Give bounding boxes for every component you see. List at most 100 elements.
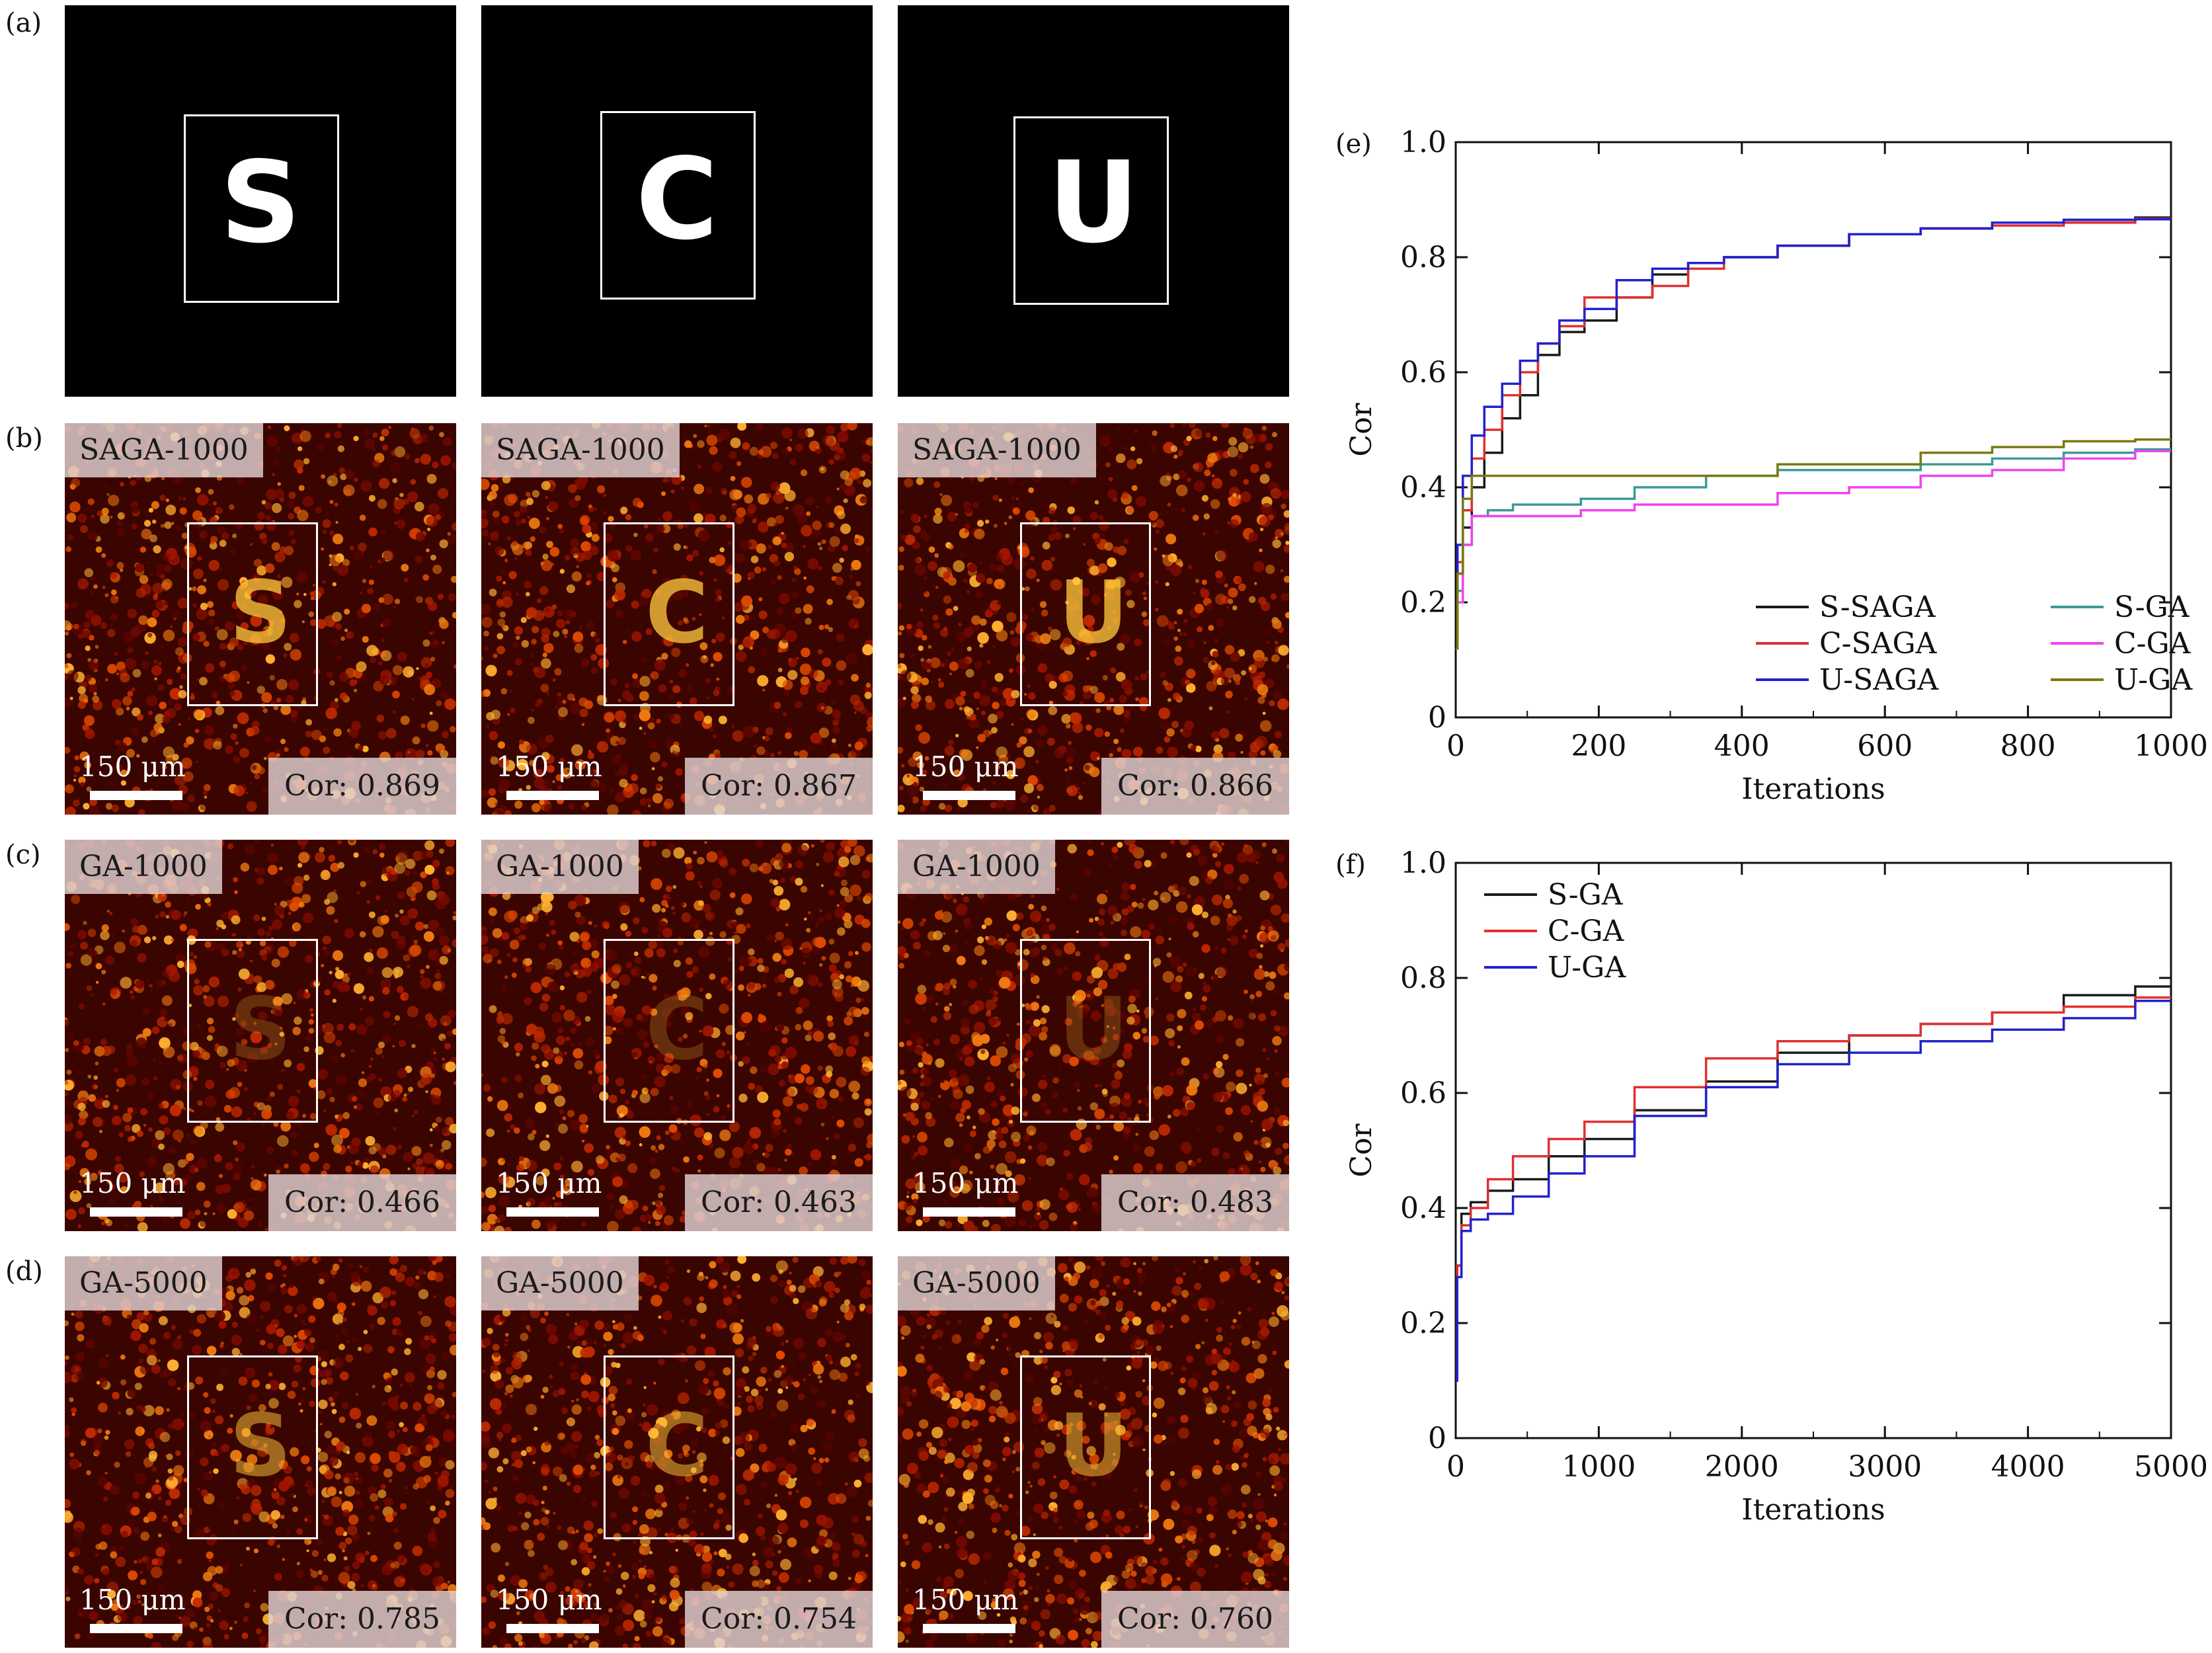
y-tick-label: 0.8 xyxy=(1400,961,1446,995)
panel-label-d: (d) xyxy=(5,1256,43,1287)
legend-label: U-SAGA xyxy=(1819,663,1939,697)
x-tick-label: 200 xyxy=(1571,729,1626,763)
correlation-value: Cor: 0.866 xyxy=(1101,758,1289,815)
series-line-u-saga xyxy=(1456,218,2171,650)
experimental-image: C SAGA-1000 150 μm Cor: 0.867 xyxy=(481,423,873,815)
y-tick-label: 0.6 xyxy=(1400,356,1446,389)
legend-label: S-GA xyxy=(2114,590,2190,624)
panel-label-c: (c) xyxy=(5,840,41,870)
legend-label: U-GA xyxy=(2114,663,2193,697)
method-tag: GA-1000 xyxy=(481,840,639,894)
scale-bar-label: 150 μm xyxy=(79,1584,186,1616)
x-tick-label: 5000 xyxy=(2134,1450,2208,1484)
reconstructed-letter: U xyxy=(1058,562,1128,663)
roi-box xyxy=(187,522,318,706)
legend-label: S-GA xyxy=(1548,878,1624,912)
experimental-image: C GA-5000 150 μm Cor: 0.754 xyxy=(481,1256,873,1648)
target-letter: C xyxy=(635,134,719,265)
y-tick-label: 0.2 xyxy=(1400,1307,1446,1340)
y-tick-label: 0 xyxy=(1428,1422,1446,1455)
y-tick-label: 0.2 xyxy=(1400,586,1446,620)
scale-bar-label: 150 μm xyxy=(496,750,602,783)
correlation-value: Cor: 0.785 xyxy=(268,1591,456,1648)
y-tick-label: 1.0 xyxy=(1400,846,1446,880)
x-tick-label: 0 xyxy=(1446,1450,1465,1484)
roi-box xyxy=(604,939,734,1123)
method-tag: GA-1000 xyxy=(65,840,222,894)
roi-box xyxy=(604,522,734,706)
y-axis-label: Cor xyxy=(1345,402,1378,456)
scale-bar-label: 150 μm xyxy=(912,1167,1019,1199)
legend-label: C-SAGA xyxy=(1819,627,1938,661)
series-line-c-ga xyxy=(1456,450,2171,650)
experimental-image: U SAGA-1000 150 μm Cor: 0.866 xyxy=(898,423,1289,815)
x-tick-label: 4000 xyxy=(1991,1450,2065,1484)
series-line-c-saga xyxy=(1456,217,2171,650)
roi-box xyxy=(187,1355,318,1539)
correlation-value: Cor: 0.869 xyxy=(268,758,456,815)
reconstructed-letter: S xyxy=(229,562,292,663)
series-line-u-ga xyxy=(1456,1000,2171,1382)
y-axis-label: Cor xyxy=(1345,1123,1378,1177)
speckle-pattern xyxy=(898,1256,1289,1648)
experimental-image: U GA-1000 150 μm Cor: 0.483 xyxy=(898,840,1289,1231)
correlation-value: Cor: 0.463 xyxy=(685,1174,873,1231)
scale-bar xyxy=(923,791,1015,800)
series-line-c-ga xyxy=(1456,996,2171,1382)
scale-bar-label: 150 μm xyxy=(79,1167,186,1199)
y-tick-label: 0.6 xyxy=(1400,1076,1446,1110)
experimental-image: S GA-5000 150 μm Cor: 0.785 xyxy=(65,1256,456,1648)
series-line-s-saga xyxy=(1456,216,2171,650)
reconstructed-letter: S xyxy=(229,1395,292,1496)
legend-label: S-SAGA xyxy=(1819,590,1936,624)
scale-bar xyxy=(506,1207,599,1217)
legend-label: U-GA xyxy=(1548,951,1626,985)
y-tick-label: 1.0 xyxy=(1400,126,1446,159)
target-letter: S xyxy=(219,138,301,268)
x-tick-label: 1000 xyxy=(1561,1450,1636,1484)
reconstructed-letter: U xyxy=(1058,1395,1128,1496)
legend-label: C-GA xyxy=(1548,914,1625,948)
scale-bar-label: 150 μm xyxy=(912,1584,1019,1616)
x-tick-label: 0 xyxy=(1446,729,1465,763)
scale-bar-label: 150 μm xyxy=(912,750,1019,783)
reconstructed-letter: C xyxy=(645,1395,709,1496)
method-tag: SAGA-1000 xyxy=(65,423,263,477)
target-image-s: S xyxy=(65,5,456,397)
method-tag: SAGA-1000 xyxy=(481,423,680,477)
experimental-image: S SAGA-1000 150 μm Cor: 0.869 xyxy=(65,423,456,815)
target-roi-frame xyxy=(184,114,339,303)
x-axis-label: Iterations xyxy=(1741,772,1885,806)
y-tick-label: 0 xyxy=(1428,701,1446,735)
x-tick-label: 1000 xyxy=(2134,729,2208,763)
chart-e: 0 200 400 600 800 1000 0 0.2 0.4 0.6 0.8 1.0 Iterati… xyxy=(1345,126,2208,806)
target-image-c: C xyxy=(481,5,873,397)
experimental-image: S GA-1000 150 μm Cor: 0.466 xyxy=(65,840,456,1231)
scale-bar xyxy=(923,1624,1015,1633)
target-roi-frame xyxy=(600,111,756,300)
correlation-value: Cor: 0.754 xyxy=(685,1591,873,1648)
roi-box xyxy=(1020,522,1151,706)
correlation-value: Cor: 0.867 xyxy=(685,758,873,815)
x-tick-label: 600 xyxy=(1857,729,1913,763)
panel-label-e: (e) xyxy=(1335,129,1372,159)
roi-box xyxy=(1020,1355,1151,1539)
reconstructed-letter: C xyxy=(645,562,709,663)
series-line-u-ga xyxy=(1456,438,2171,650)
reconstructed-letter: C xyxy=(645,979,709,1079)
scale-bar-label: 150 μm xyxy=(79,750,186,783)
series-line-s-ga xyxy=(1456,985,2171,1382)
series-line-s-ga xyxy=(1456,448,2171,650)
plot-frame xyxy=(1454,862,2172,1439)
method-tag: GA-1000 xyxy=(898,840,1055,894)
reconstructed-letter: S xyxy=(229,979,292,1079)
experimental-image: U GA-5000 150 μm Cor: 0.760 xyxy=(898,1256,1289,1648)
y-tick-label: 0.8 xyxy=(1400,241,1446,274)
scale-bar-label: 150 μm xyxy=(496,1584,602,1616)
method-tag: GA-5000 xyxy=(481,1256,639,1310)
method-tag: GA-5000 xyxy=(65,1256,222,1310)
panel-label-f: (f) xyxy=(1335,850,1366,880)
plot-frame xyxy=(1454,141,2172,719)
target-roi-frame xyxy=(1013,116,1169,305)
scale-bar xyxy=(90,791,182,800)
